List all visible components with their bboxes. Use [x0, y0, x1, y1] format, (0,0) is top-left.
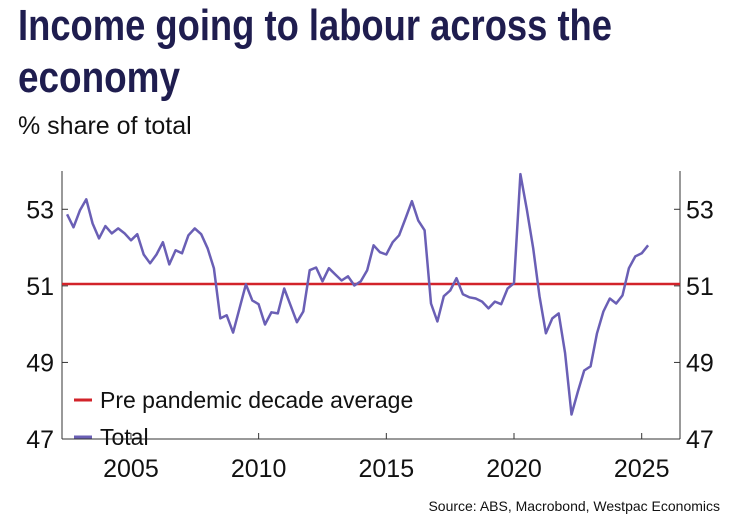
legend-label: Total: [100, 424, 149, 450]
x-tick-label: 2005: [103, 455, 159, 483]
chart-title: economy: [18, 53, 180, 102]
y2-tick-label: 47: [686, 426, 714, 454]
x-tick-label: 2010: [231, 455, 287, 483]
x-tick-label: 2020: [486, 455, 542, 483]
y2-tick-label: 51: [686, 273, 714, 301]
y-tick-label: 53: [26, 196, 54, 224]
x-tick-label: 2015: [359, 455, 415, 483]
y-tick-label: 47: [26, 426, 54, 454]
chart-subtitle: % share of total: [18, 112, 192, 140]
y-tick-label: 49: [26, 349, 54, 377]
y-tick-label: 51: [26, 273, 54, 301]
legend-label: Pre pandemic decade average: [100, 387, 413, 413]
source: Source: ABS, Macrobond, Westpac Economic…: [428, 498, 720, 514]
x-tick-label: 2025: [614, 455, 670, 483]
data-line: [65, 172, 650, 416]
chart-title: Income going to labour across the: [18, 1, 612, 50]
y2-tick-label: 49: [686, 349, 714, 377]
y2-tick-label: 53: [686, 196, 714, 224]
